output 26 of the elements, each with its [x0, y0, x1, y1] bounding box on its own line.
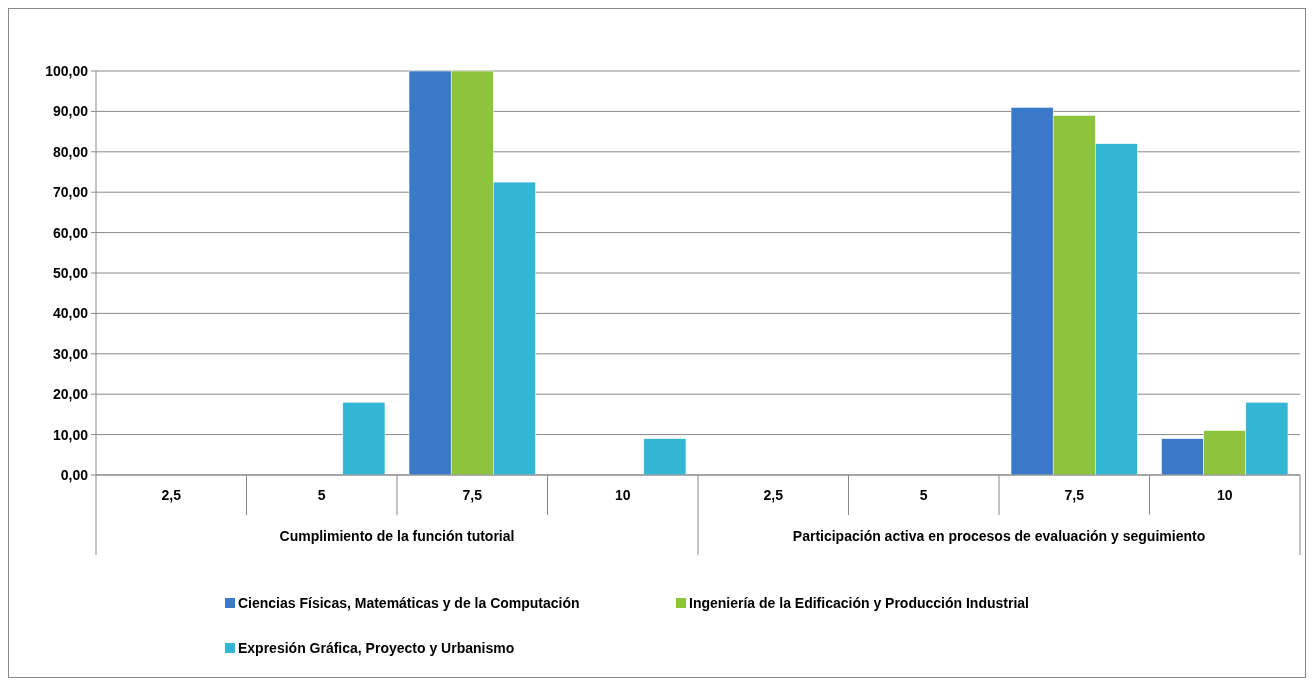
y-tick-label: 10,00	[52, 426, 89, 443]
x-tick-label: 5	[317, 487, 326, 503]
legend-label: Ingeniería de la Edificación y Producción Industrial	[689, 594, 1029, 611]
bar	[643, 438, 687, 476]
y-tick-label: 20,00	[52, 386, 89, 403]
x-tick-label: 2,5	[763, 487, 784, 503]
y-tick-label: 70,00	[52, 184, 89, 201]
y-tick-label: 40,00	[52, 305, 89, 322]
y-tick-label: 90,00	[52, 103, 89, 120]
x-tick-label: 2,5	[161, 487, 182, 503]
text: Cumplimiento de la función tutorial	[279, 528, 515, 544]
legend-label: Expresión Gráfica, Proyecto y Urbanismo	[238, 639, 515, 656]
y-tick-label: 100,00	[45, 62, 89, 79]
x-tick-label: 10	[614, 487, 631, 503]
x-tick-label: 10	[1216, 487, 1233, 503]
x-tick-label: 7,5	[1064, 487, 1085, 503]
y-tick-label: 0,00	[60, 466, 89, 483]
legend-label: Ciencias Físicas, Matemáticas y de la Computación	[238, 594, 580, 611]
bar	[342, 402, 386, 476]
y-tick-label: 80,00	[52, 143, 89, 160]
y-tick-label: 60,00	[52, 224, 89, 241]
x-tick-label: 7,5	[462, 487, 483, 503]
y-tick-label: 50,00	[52, 264, 89, 281]
y-tick-label: 30,00	[52, 345, 89, 362]
text: Participación activa en procesos de evaluación y seguimiento	[792, 528, 1206, 544]
x-tick-label: 5	[919, 487, 928, 503]
